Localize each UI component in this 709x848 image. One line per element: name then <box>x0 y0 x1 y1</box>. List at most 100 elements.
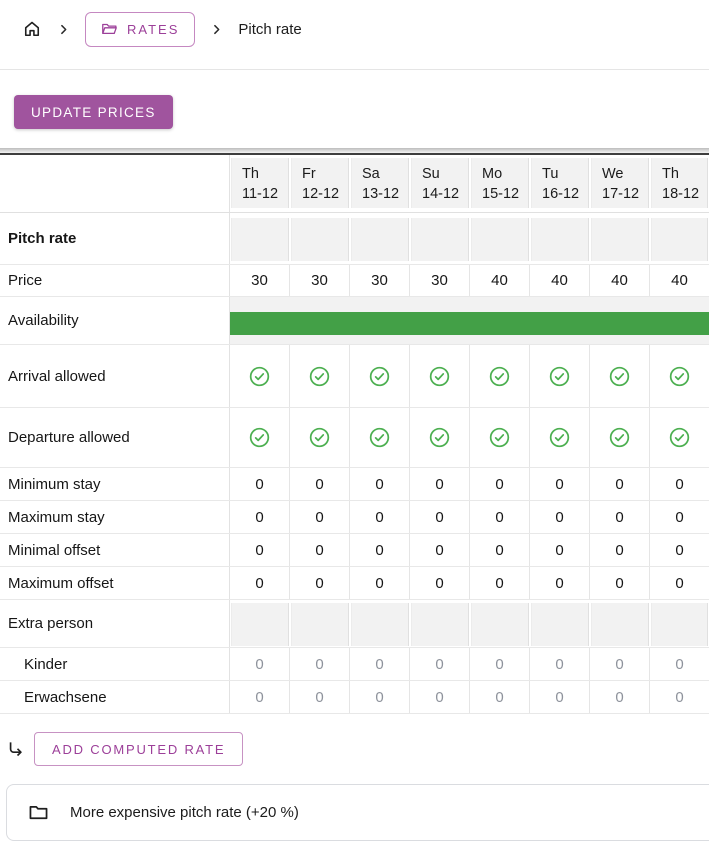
minimum-stay-cell[interactable]: 0 <box>230 468 290 500</box>
maximum-stay-cell[interactable]: 0 <box>470 501 530 533</box>
column-header: Th 11-12 <box>230 155 290 212</box>
computed-rate-card[interactable]: More expensive pitch rate (+20 %) <box>6 784 709 841</box>
price-cell[interactable]: 30 <box>290 265 350 296</box>
maximum-offset-cell[interactable]: 0 <box>410 567 470 599</box>
check-circle-icon[interactable] <box>548 426 571 449</box>
home-icon[interactable] <box>22 19 42 39</box>
check-circle-icon[interactable] <box>368 426 391 449</box>
minimal-offset-cell[interactable]: 0 <box>350 534 410 566</box>
kinder-cell[interactable]: 0 <box>470 648 530 680</box>
extra-person-cell <box>590 600 650 647</box>
price-cell[interactable]: 30 <box>230 265 290 296</box>
column-header: Tu 16-12 <box>530 155 590 212</box>
rate-name-cell <box>230 213 290 264</box>
maximum-offset-cell[interactable]: 0 <box>350 567 410 599</box>
check-circle-icon[interactable] <box>668 365 691 388</box>
maximum-stay-cell[interactable]: 0 <box>590 501 650 533</box>
maximum-stay-cell[interactable]: 0 <box>230 501 290 533</box>
folder-icon <box>28 802 49 823</box>
minimal-offset-cell[interactable]: 0 <box>530 534 590 566</box>
minimum-stay-cell[interactable]: 0 <box>350 468 410 500</box>
table-row-kinder: Kinder 0 0 0 0 0 0 0 0 <box>0 648 709 681</box>
kinder-cell[interactable]: 0 <box>290 648 350 680</box>
maximum-offset-cell[interactable]: 0 <box>230 567 290 599</box>
extra-person-cell <box>290 600 350 647</box>
rate-name-cell <box>350 213 410 264</box>
minimal-offset-cell[interactable]: 0 <box>470 534 530 566</box>
check-circle-icon[interactable] <box>248 426 271 449</box>
check-circle-icon[interactable] <box>488 426 511 449</box>
minimum-stay-cell[interactable]: 0 <box>290 468 350 500</box>
check-circle-icon[interactable] <box>548 365 571 388</box>
maximum-stay-cell[interactable]: 0 <box>410 501 470 533</box>
erwachsene-cell[interactable]: 0 <box>675 688 684 706</box>
check-circle-icon[interactable] <box>428 365 451 388</box>
price-cell[interactable]: 30 <box>350 265 410 296</box>
erwachsene-cell[interactable]: 0 <box>470 681 530 713</box>
erwachsene-cell[interactable]: 0 <box>410 681 470 713</box>
minimal-offset-cell[interactable]: 0 <box>410 534 470 566</box>
minimal-offset-cell[interactable]: 0 <box>590 534 650 566</box>
erwachsene-cell[interactable]: 0 <box>290 681 350 713</box>
kinder-cell[interactable]: 0 <box>230 648 290 680</box>
minimum-stay-cell[interactable]: 0 <box>590 468 650 500</box>
column-header: Sa 13-12 <box>350 155 410 212</box>
kinder-cell[interactable]: 0 <box>590 648 650 680</box>
check-circle-icon[interactable] <box>608 365 631 388</box>
price-cell[interactable]: 40 <box>671 272 688 289</box>
price-cell[interactable]: 30 <box>410 265 470 296</box>
maximum-offset-cell[interactable]: 0 <box>470 567 530 599</box>
maximum-offset-cell[interactable]: 0 <box>590 567 650 599</box>
price-cell[interactable]: 40 <box>530 265 590 296</box>
breadcrumb-current-page: Pitch rate <box>238 20 302 38</box>
erwachsene-cell[interactable]: 0 <box>530 681 590 713</box>
minimum-stay-cell[interactable]: 0 <box>530 468 590 500</box>
breadcrumb-rates-button[interactable]: RATES <box>85 11 196 47</box>
extra-person-cell <box>650 600 709 647</box>
minimum-stay-cell[interactable]: 0 <box>410 468 470 500</box>
kinder-cell[interactable]: 0 <box>530 648 590 680</box>
minimal-offset-cell[interactable]: 0 <box>290 534 350 566</box>
erwachsene-cell[interactable]: 0 <box>590 681 650 713</box>
check-circle-icon[interactable] <box>488 365 511 388</box>
price-cell[interactable]: 40 <box>470 265 530 296</box>
table-row-erwachsene: Erwachsene 0 0 0 0 0 0 0 0 <box>0 681 709 714</box>
maximum-stay-cell[interactable]: 0 <box>350 501 410 533</box>
check-circle-icon[interactable] <box>308 426 331 449</box>
minimum-stay-cell[interactable]: 0 <box>675 475 684 493</box>
table-row-extra-person: Extra person <box>0 600 709 648</box>
rate-name-cell <box>470 213 530 264</box>
column-header: Fr 12-12 <box>290 155 350 212</box>
row-label: Minimum stay <box>0 468 230 500</box>
availability-bar[interactable] <box>230 312 709 335</box>
maximum-stay-cell[interactable]: 0 <box>675 508 684 526</box>
check-circle-icon[interactable] <box>248 365 271 388</box>
kinder-cell[interactable]: 0 <box>410 648 470 680</box>
erwachsene-cell[interactable]: 0 <box>230 681 290 713</box>
price-cell[interactable]: 40 <box>590 265 650 296</box>
check-circle-icon[interactable] <box>668 426 691 449</box>
maximum-offset-cell[interactable]: 0 <box>675 574 684 592</box>
toolbar-shadow <box>0 148 709 153</box>
maximum-stay-cell[interactable]: 0 <box>290 501 350 533</box>
minimum-stay-cell[interactable]: 0 <box>470 468 530 500</box>
maximum-stay-cell[interactable]: 0 <box>530 501 590 533</box>
extra-person-cell <box>230 600 290 647</box>
check-circle-icon[interactable] <box>368 365 391 388</box>
erwachsene-cell[interactable]: 0 <box>350 681 410 713</box>
check-circle-icon[interactable] <box>608 426 631 449</box>
kinder-cell[interactable]: 0 <box>675 655 684 673</box>
kinder-cell[interactable]: 0 <box>350 648 410 680</box>
add-computed-rate-button[interactable]: ADD COMPUTED RATE <box>34 732 244 766</box>
minimal-offset-cell[interactable]: 0 <box>230 534 290 566</box>
minimal-offset-cell[interactable]: 0 <box>675 541 684 559</box>
check-circle-icon[interactable] <box>428 426 451 449</box>
update-prices-button[interactable]: UPDATE PRICES <box>14 95 173 129</box>
check-circle-icon[interactable] <box>308 365 331 388</box>
maximum-offset-cell[interactable]: 0 <box>290 567 350 599</box>
table-row-minimum-stay: Minimum stay 0 0 0 0 0 0 0 0 <box>0 468 709 501</box>
maximum-offset-cell[interactable]: 0 <box>530 567 590 599</box>
table-row-departure-allowed: Departure allowed <box>0 408 709 468</box>
extra-person-cell <box>530 600 590 647</box>
